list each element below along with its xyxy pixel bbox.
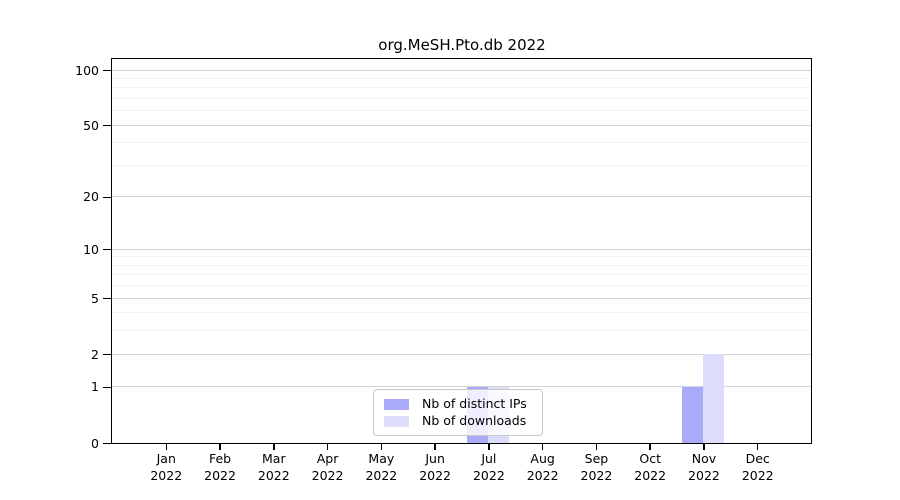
x-tick-label-year: 2022: [741, 468, 774, 483]
x-tick-mark: [326, 443, 329, 450]
x-tick-label-month: Sep: [584, 451, 609, 466]
y-tick-mark: [103, 196, 111, 199]
x-tick-mark: [165, 443, 168, 450]
y-tick-label: 20: [83, 189, 99, 205]
y-tick-mark: [103, 353, 111, 356]
x-tick-label-year: 2022: [311, 468, 344, 483]
bar-distinct-ips: [682, 386, 704, 443]
x-tick-label-month: Jan: [156, 451, 176, 466]
x-tick-label-year: 2022: [688, 468, 720, 483]
x-tick-mark: [488, 443, 490, 450]
minor-gridline: [112, 87, 811, 89]
y-tick-mark: [103, 124, 111, 127]
major-gridline: [112, 196, 811, 198]
minor-gridline: [112, 77, 811, 79]
y-tick-label: 100: [75, 62, 99, 78]
y-tick-mark: [103, 386, 111, 389]
legend-label: Nb of downloads: [422, 413, 527, 428]
x-tick-label-month: Aug: [530, 451, 555, 466]
major-gridline: [112, 297, 811, 299]
minor-gridline: [112, 256, 811, 258]
x-tick-label-month: Feb: [208, 451, 232, 466]
x-tick-label-month: Apr: [316, 451, 339, 466]
minor-gridline: [112, 312, 811, 314]
x-tick-mark: [219, 443, 221, 450]
legend-row: Nb of downloads: [384, 413, 536, 429]
legend-label: Nb of distinct IPs: [422, 396, 527, 411]
x-tick-label-year: 2022: [204, 468, 236, 483]
y-tick-label: 10: [83, 241, 99, 257]
x-tick-label-year: 2022: [150, 468, 183, 483]
minor-gridline: [112, 110, 811, 112]
x-tick-label-year: 2022: [472, 468, 505, 483]
x-tick-label-month: Nov: [691, 451, 717, 466]
minor-gridline: [112, 142, 811, 144]
legend-row: Nb of distinct IPs: [384, 396, 536, 412]
y-tick-label: 1: [91, 379, 99, 395]
x-tick-mark: [703, 443, 705, 450]
x-tick-label-year: 2022: [365, 468, 398, 483]
y-tick-mark: [103, 442, 111, 445]
legend-swatch: [384, 398, 409, 410]
x-tick-mark: [649, 443, 651, 450]
major-gridline: [112, 124, 811, 126]
major-gridline: [112, 69, 811, 71]
x-tick-mark: [756, 443, 759, 450]
y-tick-label: 2: [91, 346, 99, 362]
x-tick-label-year: 2022: [634, 468, 667, 483]
y-tick-label: 0: [91, 435, 99, 451]
y-tick-mark: [103, 248, 111, 251]
x-tick-label-month: Jul: [481, 451, 497, 466]
x-tick-label-month: Dec: [745, 451, 770, 466]
minor-gridline: [112, 285, 811, 287]
chart-title: org.MeSH.Pto.db 2022: [378, 36, 546, 54]
x-tick-label-month: Mar: [262, 451, 286, 466]
x-tick-mark: [273, 443, 275, 450]
minor-gridline: [112, 264, 811, 266]
x-tick-label-year: 2022: [419, 468, 452, 483]
major-gridline: [112, 248, 811, 250]
minor-gridline: [112, 164, 811, 166]
x-tick-label-year: 2022: [580, 468, 613, 483]
x-tick-mark: [434, 443, 436, 450]
plot-area: [111, 58, 812, 444]
x-tick-label-year: 2022: [526, 468, 559, 483]
major-gridline: [112, 386, 811, 388]
minor-gridline: [112, 330, 811, 332]
minor-gridline: [112, 274, 811, 276]
y-tick-label: 50: [83, 117, 99, 133]
x-tick-mark: [380, 443, 383, 450]
legend: Nb of distinct IPs Nb of downloads: [373, 389, 543, 436]
y-tick-mark: [103, 69, 111, 72]
x-tick-label-month: May: [368, 451, 395, 466]
x-tick-mark: [595, 443, 598, 450]
minor-gridline: [112, 97, 811, 99]
x-tick-label-month: Oct: [639, 451, 661, 466]
bar-downloads: [703, 354, 725, 443]
y-tick-label: 5: [91, 290, 99, 306]
major-gridline: [112, 353, 811, 355]
x-tick-mark: [541, 443, 544, 450]
x-tick-label-month: Jun: [425, 451, 445, 466]
x-tick-label-year: 2022: [257, 468, 290, 483]
y-tick-mark: [103, 297, 111, 300]
legend-swatch: [384, 415, 409, 427]
